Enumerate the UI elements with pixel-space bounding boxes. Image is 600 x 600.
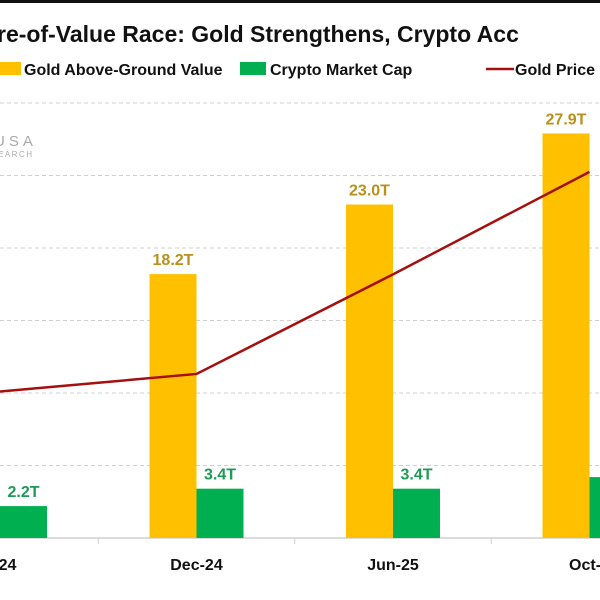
top-border — [0, 0, 600, 3]
legend-swatch-crypto — [240, 62, 266, 75]
bar-gold-Jun-25 — [346, 204, 393, 538]
chart-title: re-of-Value Race: Gold Strengthens, Cryp… — [0, 21, 519, 47]
bar-crypto-Jun-25 — [393, 488, 440, 538]
legend: Gold Above-Ground Value Crypto Market Ca… — [0, 62, 595, 79]
watermark: USA EARCH — [0, 133, 37, 159]
bar-crypto-Oct-2 — [589, 477, 600, 538]
data-label-gold: 18.2T — [153, 252, 194, 269]
bar-gold-Oct-2 — [542, 133, 590, 538]
line-gold-price — [0, 170, 591, 393]
legend-label-price: Gold Price — [515, 62, 595, 79]
x-tick-label: Jun-25 — [367, 557, 419, 574]
data-label-crypto: 3.4T — [400, 467, 432, 484]
legend-swatch-gold — [0, 62, 21, 75]
data-label-crypto: 3.4T — [204, 467, 236, 484]
bar-crypto-Dec-24 — [196, 488, 244, 538]
x-tick-label: Dec-24 — [170, 557, 223, 574]
legend-label-gold: Gold Above-Ground Value — [24, 62, 223, 79]
x-tick-label: Oct-2 — [569, 557, 600, 574]
watermark-text: USA — [0, 133, 37, 150]
bar-crypto-g-24 — [0, 506, 47, 538]
watermark-subtext: EARCH — [0, 150, 34, 159]
legend-label-crypto: Crypto Market Cap — [270, 62, 412, 79]
bar-gold-Dec-24 — [149, 274, 197, 538]
data-label-gold: 27.9T — [546, 111, 587, 128]
data-label-gold: 23.0T — [349, 183, 390, 200]
data-label-crypto: 2.2T — [7, 484, 39, 501]
x-tick-label: g-24 — [0, 557, 17, 574]
